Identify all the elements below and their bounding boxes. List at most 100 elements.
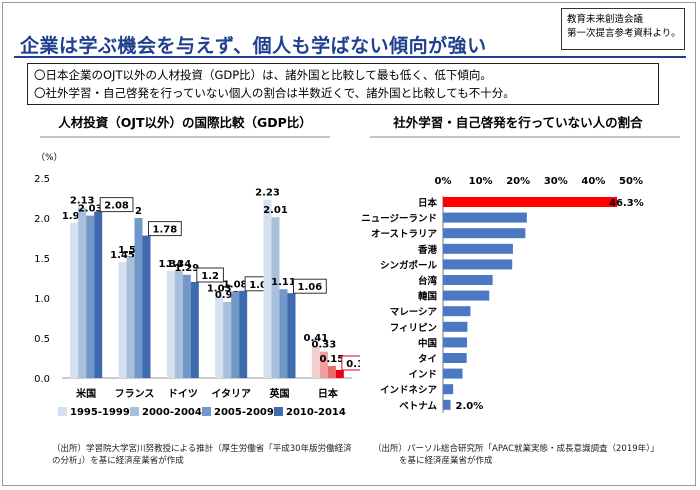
no-self-study-bar-chart: 社外学習・自己啓発を行っていない人の割合 0% 10% 20% 30% 40% 50% 日本 4… [361,115,680,413]
title-underline [14,56,686,58]
bar-2005-2009 [134,218,143,378]
bar-value-label: 1.08 [223,280,248,291]
bar-value-label: 2.0% [456,401,484,412]
bar-香港 [443,243,513,254]
bar-2005-2009 [182,274,191,378]
category-label: 中国 [418,337,437,349]
category-label: ベトナム [399,401,437,412]
bar-シンガポール [443,259,513,270]
bar-value-label: 1.34 [158,259,183,270]
legend-swatch [58,407,67,416]
bar-value-label: 0.95 [215,290,240,301]
left-source-note: （出所）学習院大学宮川努教授による推計（厚生労働省「平成30年版労働経済 の分析… [52,443,352,467]
right-source-line-1: （出所）パーソル総合研究所「APAC就業実態・成長意識調査（2019年）」 [373,444,659,454]
y-axis-unit-label: （%） [36,152,63,163]
bar-マレーシア [443,306,471,317]
bar-中国 [443,337,468,348]
left-source-line-2: の分析」）を基に経済産業省が作成 [52,456,184,466]
bar-value-label: 1.29 [174,263,199,274]
bar-2010-2014 [239,290,248,378]
category-label: 英国 [269,387,290,400]
y-tick-label: 0.5 [34,334,50,345]
bar-2000-2004 [174,270,183,378]
category-label: インド [408,370,437,381]
bar-value-label: 0.1 [346,359,360,370]
bar-2000-2004 [271,217,280,378]
bar-インドネシア [443,384,454,395]
bar-value-label: 1.03 [207,284,232,295]
bar-value-label: 1.06 [298,282,323,293]
bar-2010-2014 [190,282,199,378]
bar-2000-2004 [126,257,135,378]
legend-label: 2005-2009 [214,407,274,418]
bar-value-label: 46.3% [609,198,644,209]
source-line-2: 第一次提言参考資料より。 [567,28,681,39]
x-tick-label: 50% [619,176,643,187]
bar-value-label: 0.15 [319,354,344,365]
category-label: ドイツ [168,388,198,400]
x-tick-label: 30% [544,176,568,187]
category-label: マレーシア [390,307,438,318]
category-label: 米国 [76,387,96,400]
legend-label: 1995-1999 [70,407,130,418]
legend-swatch [202,407,211,416]
x-tick-label: 10% [469,176,493,187]
bar-インド [443,368,463,379]
category-label: 韓国 [418,291,437,303]
category-label: オーストラリア [371,229,438,240]
category-label: ニュージーランド [361,214,437,225]
category-label: シンガポール [380,259,438,271]
category-label: 香港 [417,244,438,256]
y-tick-label: 0.0 [34,374,50,385]
category-label: イタリア [211,388,251,400]
left-chart-title: 人材投資（OJT以外）の国際比較（GDP比） [58,115,312,130]
bar-value-label: 2.13 [70,196,95,207]
bar-2005-2009 [279,289,288,378]
source-line-1: 教育未来創造会議 [567,14,644,25]
bar-2000-2004 [319,351,328,378]
x-tick-label: 20% [506,176,530,187]
bar-ベトナム [443,399,451,410]
bar-value-label: 2.08 [104,201,129,212]
category-label: フランス [115,388,155,400]
boxed-value-frame [99,197,134,213]
bar-value-label: 1.51 [118,245,143,256]
y-tick-label: 2.0 [34,214,50,225]
y-tick-label: 2.5 [34,174,50,185]
boxed-value-frame [148,221,182,237]
bar-value-label: 1.34 [166,259,191,270]
bar-value-label: 1.11 [271,277,296,288]
boxed-value-frame [293,278,327,294]
category-label: 日本 [318,387,339,400]
bar-1995-1999 [166,270,175,378]
category-label: インドネシア [380,385,438,396]
legend-swatch [130,407,139,416]
bar-2010-2014 [94,211,103,378]
category-label: タイ [418,353,437,365]
bar-1995-1999 [118,262,127,378]
right-source-line-2: を基に経済産業省が作成 [399,456,493,466]
bar-value-label: 2.23 [255,188,280,199]
bar-韓国 [443,290,490,301]
summary-point-2: 〇社外学習・自己啓発を行っていない個人の割合は半数近くで、諸外国と比較しても不十… [34,86,515,100]
bar-value-label: 0.33 [311,340,336,351]
legend-label: 2000-2004 [142,407,202,418]
bar-value-label: 1.94 [62,211,87,222]
bar-1995-1999 [70,222,79,378]
legend-swatch [274,407,283,416]
bar-2005-2009 [327,366,336,378]
bar-1995-1999 [215,295,224,378]
bar-value-label: 2.03 [78,204,103,215]
bar-1995-1999 [311,345,320,378]
bar-台湾 [443,275,493,285]
bar-フィリピン [443,321,468,332]
slide-frame [2,2,696,486]
boxed-value-frame [196,267,224,283]
bar-value-label: 1.09 [249,280,274,291]
bar-2005-2009 [231,291,240,378]
bar-value-label: 2.01 [263,205,288,216]
bar-value-label: 1.45 [110,250,135,261]
page-title: 企業は学ぶ機会を与えず、個人も学ばない傾向が強い [20,35,487,57]
x-tick-label: 0% [435,176,452,187]
category-label: 日本 [418,197,438,209]
